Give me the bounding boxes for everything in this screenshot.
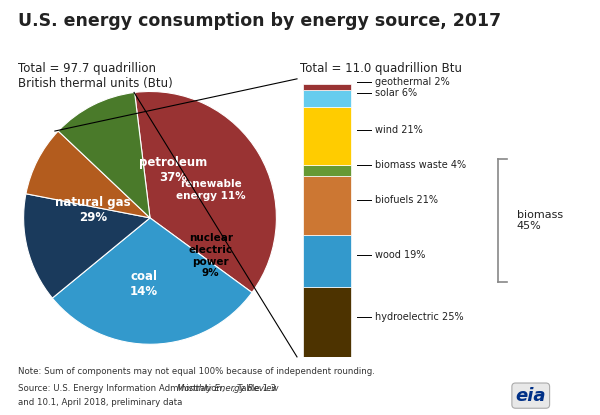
Text: Note: Sum of components may not equal 100% because of independent rounding.: Note: Sum of components may not equal 10… (18, 367, 375, 376)
Text: Source: U.S. Energy Information Administration,: Source: U.S. Energy Information Administ… (18, 384, 227, 393)
Text: hydroelectric 25%: hydroelectric 25% (375, 312, 464, 322)
Bar (303, 165, 351, 176)
Wedge shape (52, 218, 252, 344)
Wedge shape (134, 91, 277, 293)
Text: wood 19%: wood 19% (375, 250, 425, 260)
Text: Total = 97.7 quadrillion
British thermal units (Btu): Total = 97.7 quadrillion British thermal… (18, 62, 173, 90)
Text: and 10.1, April 2018, preliminary data: and 10.1, April 2018, preliminary data (18, 398, 182, 408)
Bar (303, 107, 351, 165)
Text: geothermal 2%: geothermal 2% (375, 77, 450, 87)
Wedge shape (58, 93, 150, 218)
Text: Monthly Energy Review: Monthly Energy Review (177, 384, 278, 393)
Text: coal
14%: coal 14% (130, 270, 158, 298)
Text: biomass waste 4%: biomass waste 4% (375, 160, 466, 170)
Text: biomass
45%: biomass 45% (517, 210, 563, 232)
Text: nuclear
electric
power
9%: nuclear electric power 9% (188, 233, 233, 278)
Wedge shape (23, 194, 150, 298)
Bar (303, 84, 351, 90)
Text: natural gas
29%: natural gas 29% (55, 196, 131, 224)
Bar (303, 90, 351, 107)
Text: Total = 11.0 quadrillion Btu: Total = 11.0 quadrillion Btu (300, 62, 462, 75)
Text: petroleum
37%: petroleum 37% (139, 156, 207, 184)
Text: U.S. energy consumption by energy source, 2017: U.S. energy consumption by energy source… (18, 12, 501, 30)
Text: biofuels 21%: biofuels 21% (375, 195, 438, 205)
Text: renewable
energy 11%: renewable energy 11% (176, 179, 245, 201)
Bar (303, 234, 351, 287)
Text: , Table 1.3: , Table 1.3 (232, 384, 277, 393)
Wedge shape (26, 131, 150, 218)
Bar (303, 287, 351, 357)
Text: eia: eia (515, 387, 546, 405)
Text: solar 6%: solar 6% (375, 88, 418, 98)
Text: wind 21%: wind 21% (375, 125, 423, 135)
Bar (303, 176, 351, 234)
